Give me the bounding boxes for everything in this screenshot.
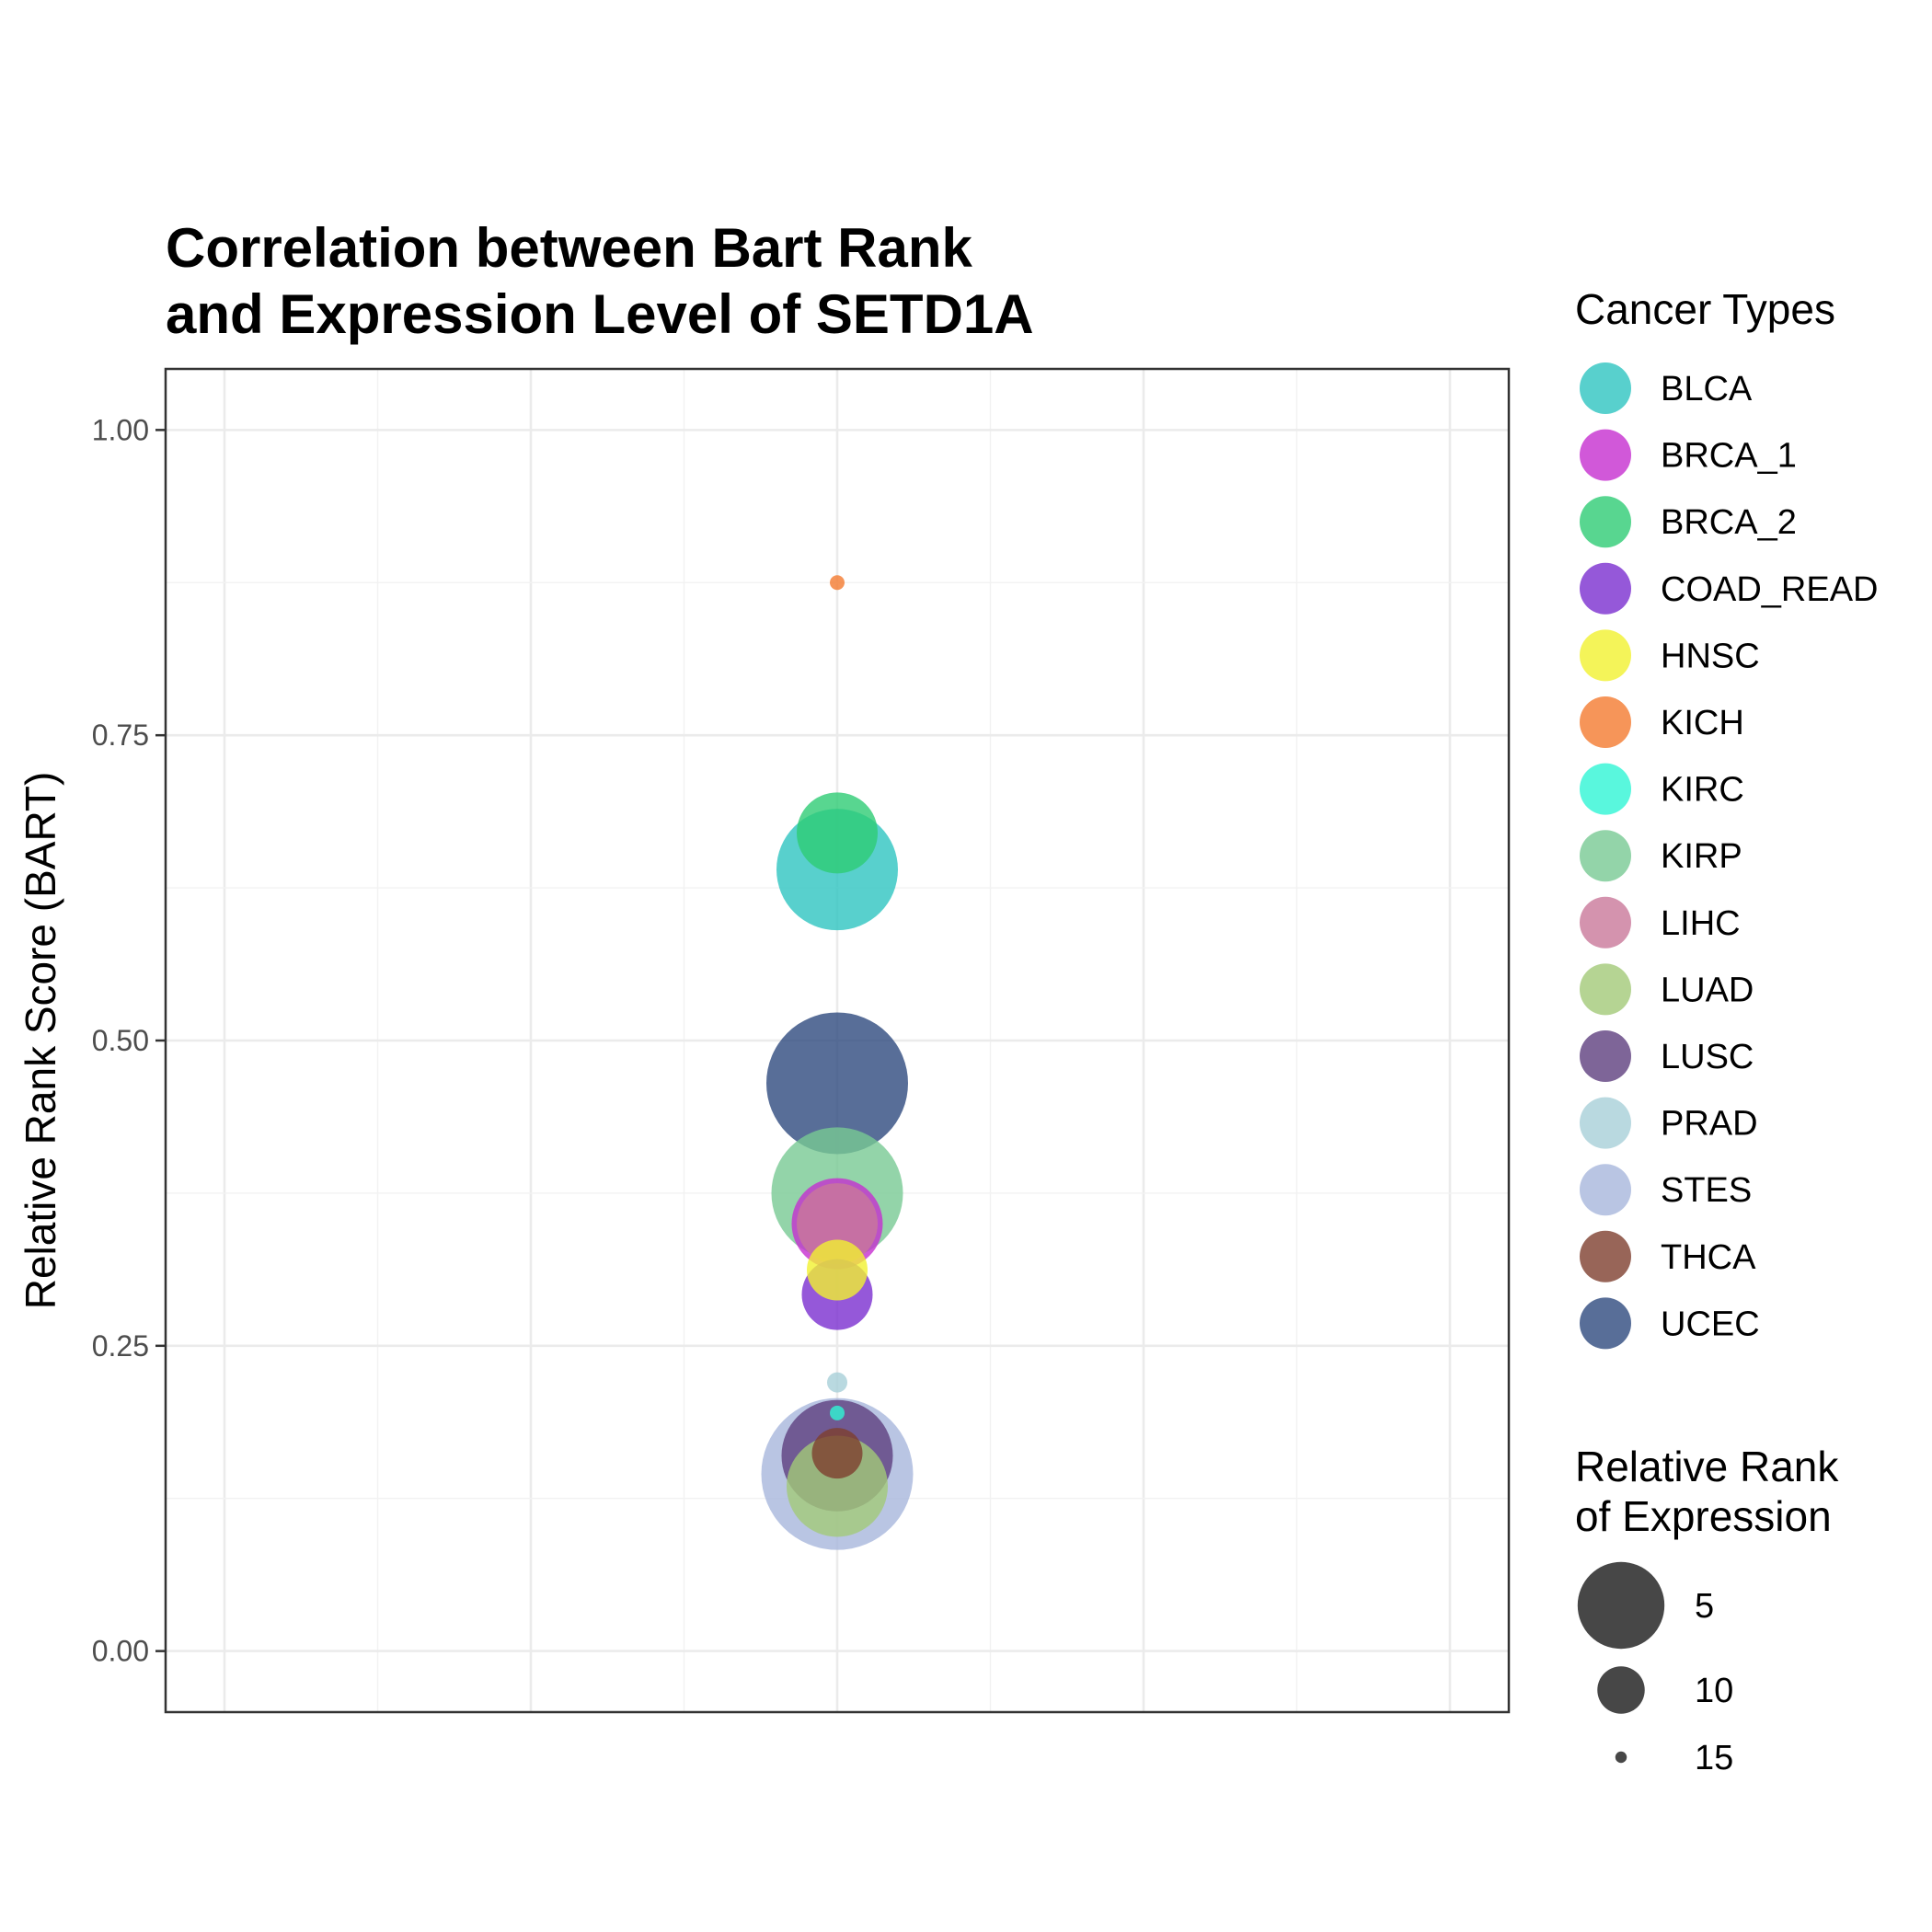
legend-key-prad: [1580, 1097, 1631, 1149]
legend-key-brca_1: [1580, 429, 1631, 481]
legend-label-luad: LUAD: [1661, 971, 1754, 1009]
size-legend-label-10: 10: [1695, 1672, 1733, 1710]
size-legend-title-line-2: of Expression: [1575, 1492, 1832, 1540]
legend-key-brca_2: [1580, 496, 1631, 548]
legend-key-kirc: [1580, 763, 1631, 815]
y-tick-label: 1.00: [92, 413, 149, 446]
legend-label-lusc: LUSC: [1661, 1038, 1754, 1076]
legend-label-stes: STES: [1661, 1171, 1752, 1210]
point-hnsc: [807, 1239, 868, 1301]
legend-label-blca: BLCA: [1661, 370, 1753, 408]
size-legend-label-15: 15: [1695, 1739, 1733, 1777]
y-tick-label: 0.25: [92, 1329, 149, 1363]
legend-label-coad_read: COAD_READ: [1661, 570, 1879, 609]
y-tick-label: 0.50: [92, 1024, 149, 1057]
legend-label-ucec: UCEC: [1661, 1305, 1760, 1343]
size-legend-label-5: 5: [1695, 1587, 1714, 1626]
legend-label-brca_2: BRCA_2: [1661, 503, 1797, 542]
point-luad: [787, 1435, 888, 1537]
point-brca_2: [797, 792, 878, 874]
point-kirc: [830, 1405, 845, 1420]
y-tick-label: 0.75: [92, 719, 149, 752]
size-legend-key-15: [1615, 1751, 1627, 1764]
point-kich: [830, 575, 845, 591]
legend-label-prad: PRAD: [1661, 1105, 1758, 1144]
chart-title-line-2: and Expression Level of SETD1A: [166, 283, 1034, 345]
legend-key-luad: [1580, 963, 1631, 1016]
size-legend-key-5: [1577, 1561, 1665, 1650]
legend: Cancer Types Relative Rank of Expression…: [1575, 285, 1879, 1777]
point-lihc: [797, 1183, 878, 1265]
legend-label-kirc: KIRC: [1661, 771, 1744, 810]
size-legend-key-10: [1597, 1666, 1645, 1714]
legend-label-lihc: LIHC: [1661, 904, 1741, 943]
legend-key-ucec: [1580, 1297, 1631, 1350]
color-legend-title: Cancer Types: [1575, 285, 1835, 333]
legend-key-kirp: [1580, 830, 1631, 882]
legend-key-lusc: [1580, 1030, 1631, 1082]
legend-key-blca: [1580, 362, 1631, 414]
legend-key-lihc: [1580, 896, 1631, 949]
y-tick-label: 0.00: [92, 1635, 149, 1668]
legend-label-kich: KICH: [1661, 704, 1744, 742]
y-axis-ticks: 0.00 0.25 0.50 0.75 1.00: [92, 413, 166, 1668]
point-prad: [827, 1372, 847, 1393]
size-legend-title-line-1: Relative Rank: [1575, 1443, 1839, 1490]
legend-key-coad_read: [1580, 562, 1631, 615]
chart-title-line-1: Correlation between Bart Rank: [166, 217, 972, 279]
legend-key-hnsc: [1580, 629, 1631, 682]
legend-key-stes: [1580, 1164, 1631, 1216]
legend-label-thca: THCA: [1661, 1238, 1756, 1277]
legend-label-brca_1: BRCA_1: [1661, 437, 1797, 476]
legend-label-kirp: KIRP: [1661, 837, 1742, 876]
y-axis-label: Relative Rank Score (BART): [17, 772, 64, 1310]
point-thca: [811, 1428, 863, 1479]
legend-key-thca: [1580, 1230, 1631, 1282]
point-ucec: [766, 1012, 908, 1155]
legend-key-kich: [1580, 696, 1631, 748]
data-points: [761, 575, 914, 1550]
legend-label-hnsc: HNSC: [1661, 637, 1760, 675]
